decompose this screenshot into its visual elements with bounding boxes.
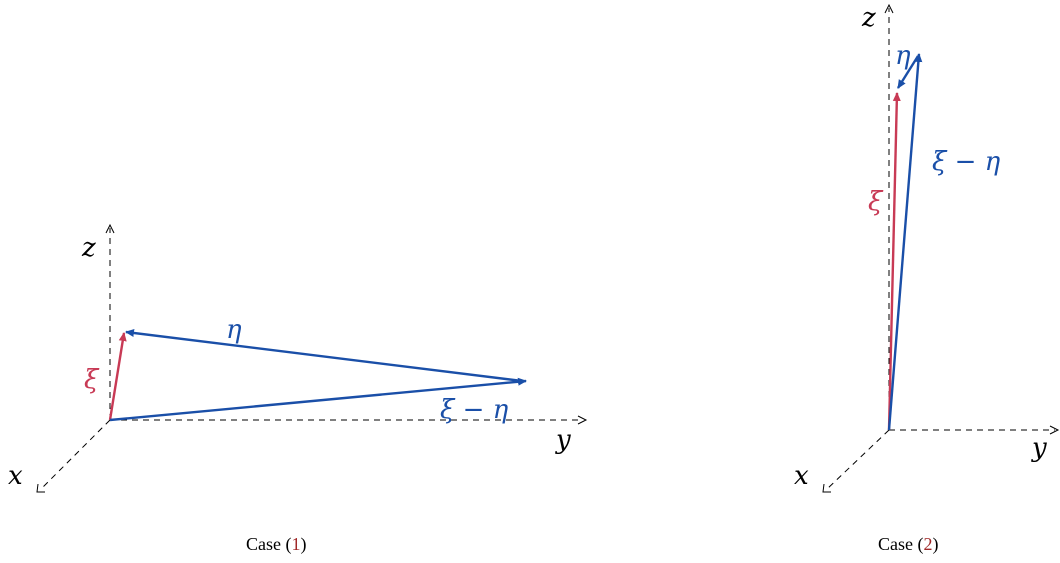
case-1-xi-label: ξ — [84, 365, 100, 395]
case-2-y-axis-tip — [1049, 425, 1060, 435]
case-1-caption: Case (1) — [246, 534, 306, 555]
case-2-x-axis-tip — [822, 483, 831, 493]
case-1-eta-vector — [125, 329, 523, 383]
case-2-xi-vector — [887, 92, 901, 431]
case-1-eta-label: η — [226, 315, 242, 345]
case-1-z-axis-tip — [105, 223, 115, 234]
case-2-xi-minus-eta-vector — [887, 53, 923, 431]
case-1-y-label: y — [555, 425, 571, 455]
case-2-eta-label: η — [895, 41, 911, 71]
case-1-x-axis-tip — [36, 483, 45, 493]
case-2-xi-minus-eta-label: ξ − η — [932, 147, 1001, 177]
case-2-z-axis-tip — [884, 3, 894, 14]
case-1-xi-minus-eta-vector — [109, 377, 527, 422]
case-1-xi-minus-eta-label: ξ − η — [440, 395, 509, 425]
case-1-panel: z y x ξ η ξ − η Case (1) — [8, 223, 588, 555]
case-1-x-axis — [39, 419, 111, 491]
case-2-y-label: y — [1031, 433, 1047, 463]
case-1-y-axis-tip — [577, 415, 588, 425]
case-2-x-axis — [825, 429, 890, 491]
case-2-xi-label: ξ — [868, 187, 884, 217]
case-2-caption: Case (2) — [878, 534, 938, 555]
case-2-eta-vector — [896, 55, 920, 89]
case-1-z-label: z — [81, 233, 96, 263]
case-2-panel: z y x η ξ ξ − η Case (2) — [794, 3, 1060, 555]
case-2-x-label: x — [794, 461, 809, 491]
case-1-xi-vector — [108, 332, 127, 421]
case-1-x-label: x — [8, 461, 23, 491]
case-2-z-label: z — [861, 3, 876, 33]
